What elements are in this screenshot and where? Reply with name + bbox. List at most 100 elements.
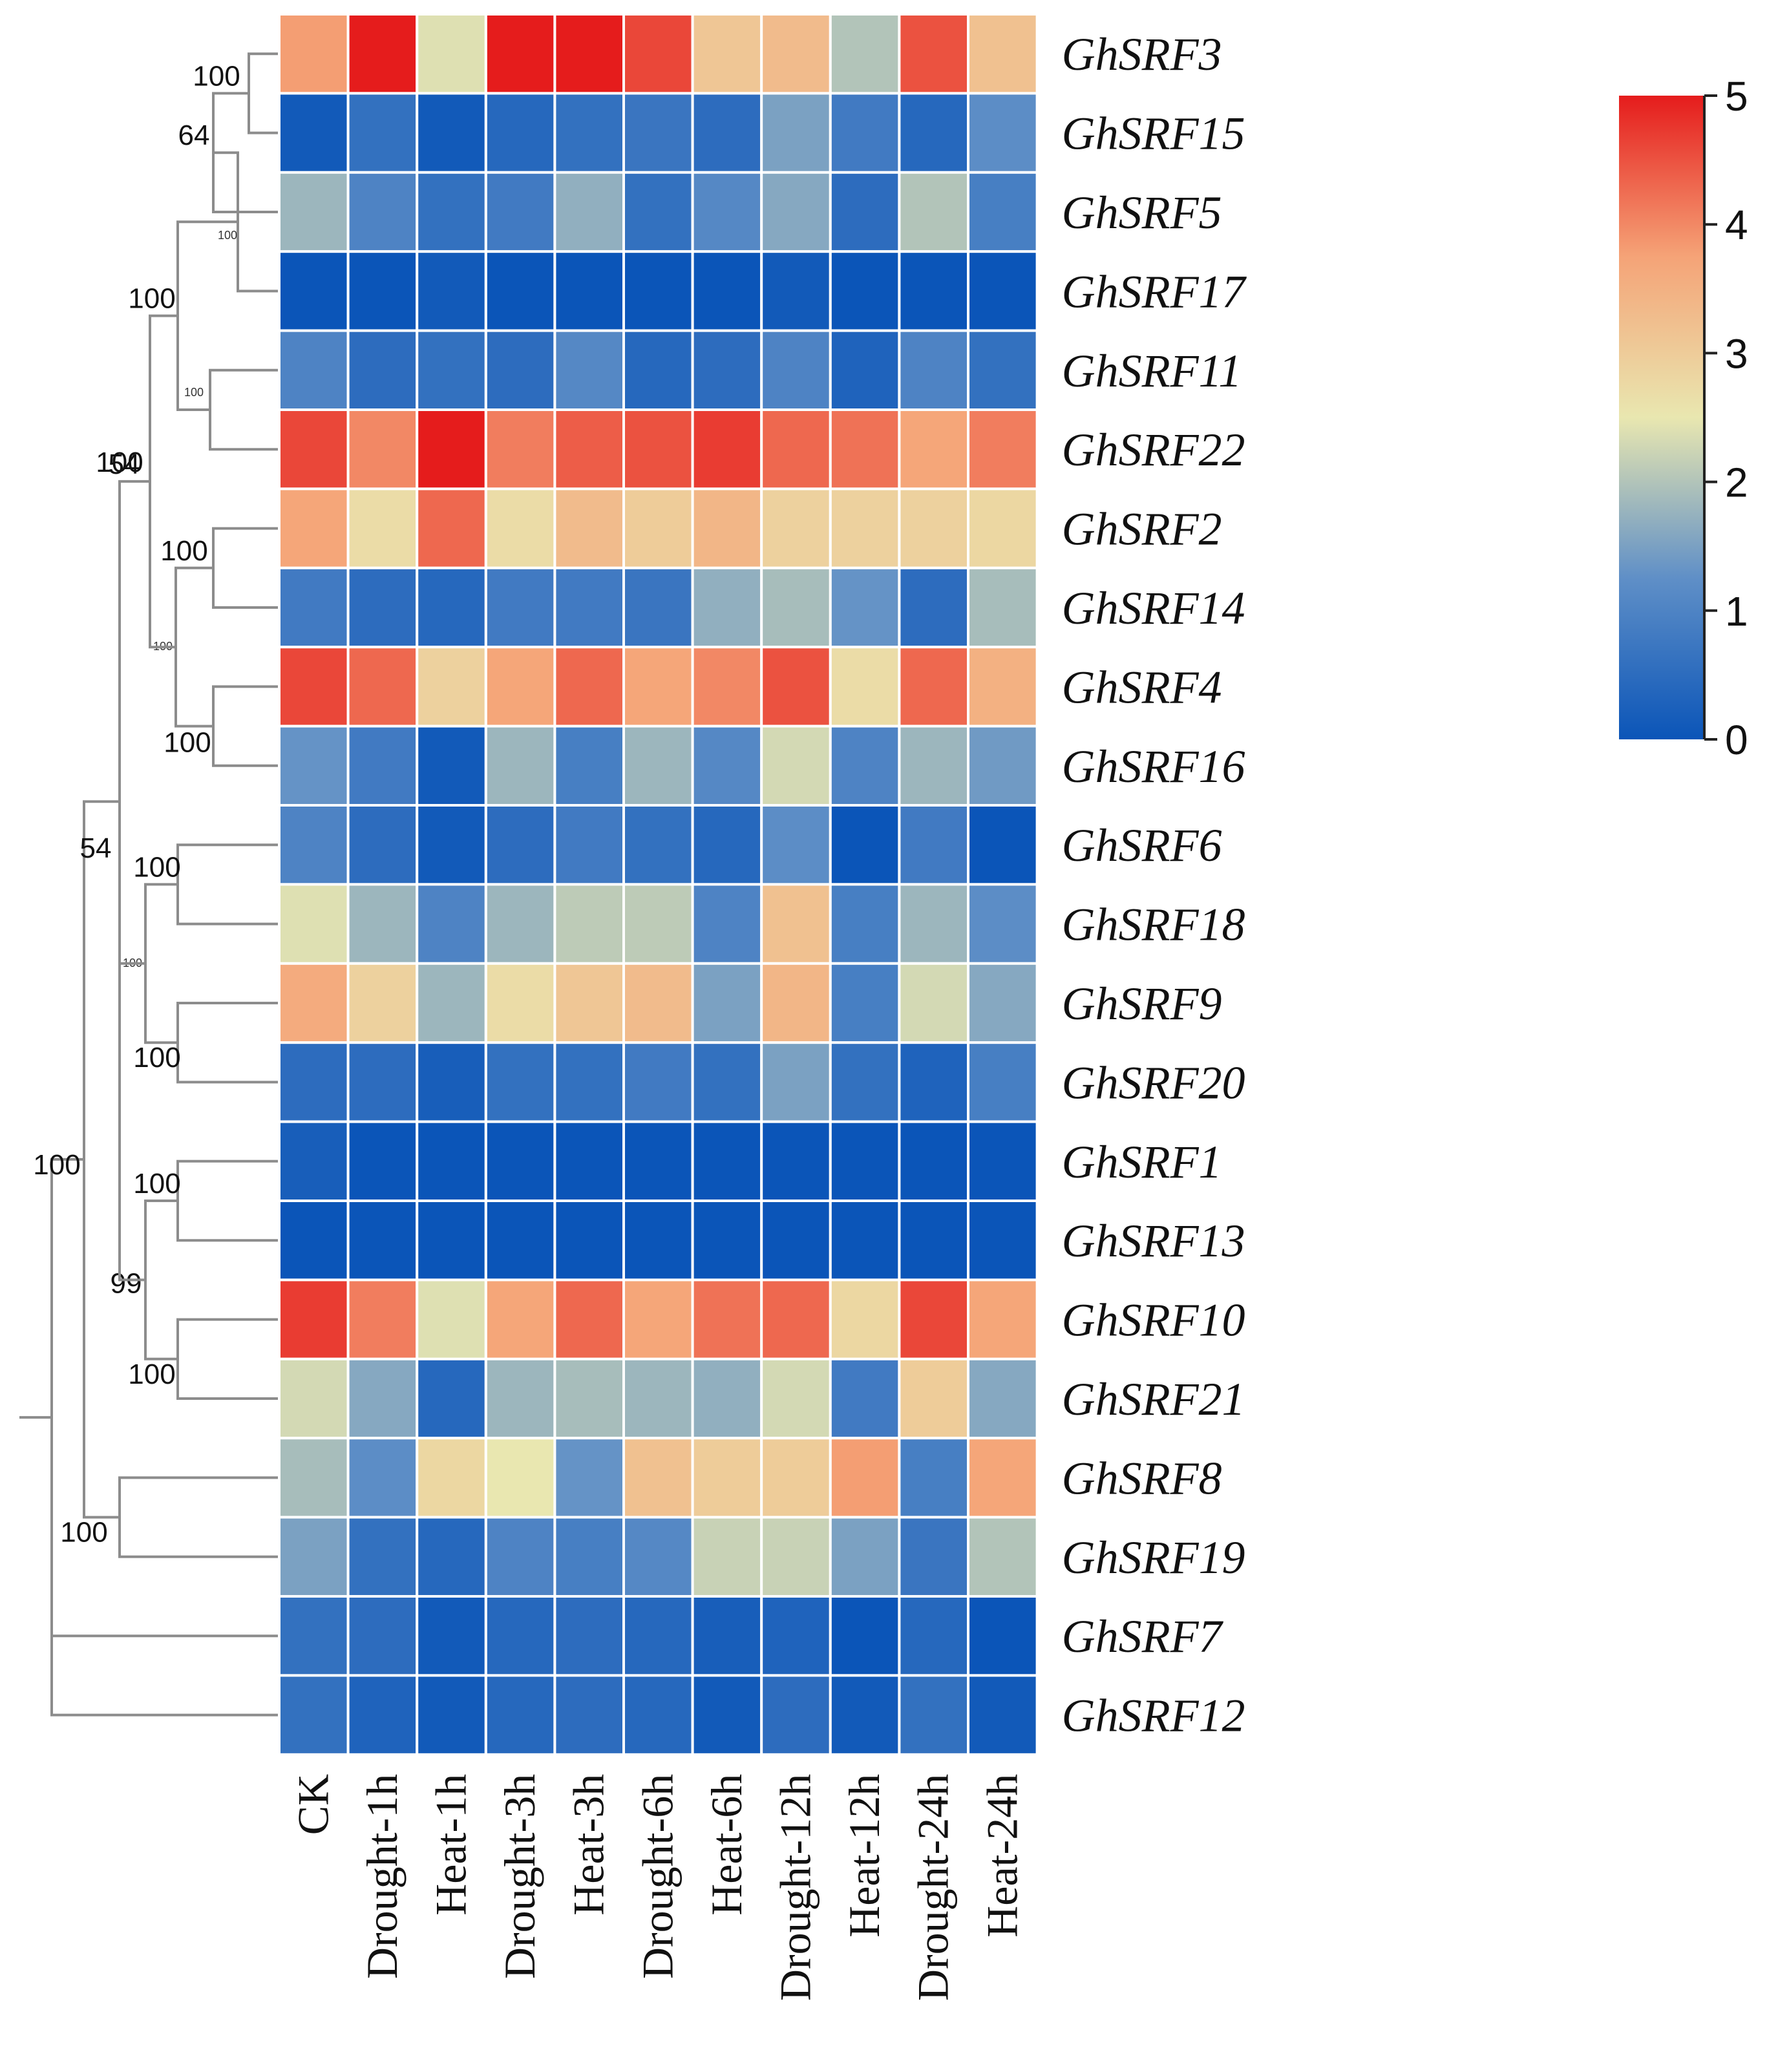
heatmap-cell-GhSRF17-Drought-3h xyxy=(484,250,556,332)
heatmap-cell-GhSRF19-Heat-3h xyxy=(553,1516,626,1598)
heatmap-cell-GhSRF20-Heat-6h xyxy=(691,1041,763,1123)
heatmap-cell-GhSRF11-Drought-6h xyxy=(622,329,694,412)
heatmap-cell-GhSRF21-Drought-6h xyxy=(622,1357,694,1440)
heatmap-cell-GhSRF5-Heat-12h xyxy=(829,171,901,253)
row-label: GhSRF15 xyxy=(1062,108,1245,160)
heatmap-cell-GhSRF2-Heat-12h xyxy=(829,487,901,569)
heatmap-cell-GhSRF13-Heat-1h xyxy=(416,1200,487,1282)
heatmap-cell-GhSRF5-Drought-24h xyxy=(898,171,970,253)
row-label: GhSRF17 xyxy=(1062,266,1247,317)
heatmap-cell-GhSRF1-Heat-12h xyxy=(829,1120,901,1202)
heatmap-cell-GhSRF3-Heat-3h xyxy=(553,13,626,95)
heatmap-cell-GhSRF3-Heat-24h xyxy=(967,13,1039,95)
heatmap-cell-GhSRF1-Heat-6h xyxy=(691,1120,763,1202)
heatmap-cell-GhSRF9-Heat-3h xyxy=(553,962,626,1044)
heatmap-cell-GhSRF21-Heat-12h xyxy=(829,1357,901,1440)
heatmap-cell-GhSRF6-Drought-6h xyxy=(622,804,694,886)
row-label: GhSRF11 xyxy=(1062,345,1242,397)
bootstrap-value: 100 xyxy=(218,229,237,242)
heatmap-cell-GhSRF8-Drought-6h xyxy=(622,1437,694,1519)
heatmap-cell-GhSRF11-Heat-12h xyxy=(829,329,901,412)
column-label: Heat-12h xyxy=(840,1774,889,1938)
heatmap-cell-GhSRF22-Heat-1h xyxy=(416,408,487,491)
heatmap-cell-GhSRF13-Drought-12h xyxy=(760,1200,832,1282)
heatmap-cell-GhSRF4-Heat-12h xyxy=(829,646,901,728)
heatmap-cell-GhSRF19-Drought-6h xyxy=(622,1516,694,1598)
column-label: CK xyxy=(288,1774,337,1835)
heatmap-cell-GhSRF14-Drought-24h xyxy=(898,566,970,649)
heatmap-cell-GhSRF14-Heat-12h xyxy=(829,566,901,649)
row-label: GhSRF19 xyxy=(1062,1532,1245,1583)
heatmap-cell-GhSRF10-Drought-12h xyxy=(760,1278,832,1360)
heatmap-cell-GhSRF7-Heat-6h xyxy=(691,1595,763,1677)
row-label: GhSRF6 xyxy=(1062,819,1222,871)
heatmap-cell-GhSRF8-CK xyxy=(278,1437,350,1519)
heatmap-cell-GhSRF1-Drought-1h xyxy=(346,1120,419,1202)
heatmap-cell-GhSRF14-Heat-6h xyxy=(691,566,763,649)
heatmap-cell-GhSRF17-Drought-12h xyxy=(760,250,832,332)
bootstrap-value: 100 xyxy=(160,535,207,567)
dendrogram-branch xyxy=(50,1634,278,1717)
heatmap-cell-GhSRF13-Drought-1h xyxy=(346,1200,419,1282)
colorbar-tick-label: 0 xyxy=(1725,717,1748,763)
heatmap-cell-GhSRF21-Heat-3h xyxy=(553,1357,626,1440)
heatmap-cell-GhSRF9-Drought-12h xyxy=(760,962,832,1044)
heatmap-cell-GhSRF8-Drought-3h xyxy=(484,1437,556,1519)
heatmap-cell-GhSRF8-Drought-12h xyxy=(760,1437,832,1519)
heatmap-cell-GhSRF9-Heat-6h xyxy=(691,962,763,1044)
heatmap-cell-GhSRF20-Heat-12h xyxy=(829,1041,901,1123)
heatmap-cell-GhSRF1-Heat-24h xyxy=(967,1120,1039,1202)
heatmap-cell-GhSRF4-Heat-1h xyxy=(416,646,487,728)
heatmap-cell-GhSRF5-Drought-1h xyxy=(346,171,419,253)
dendrogram-branch xyxy=(118,962,145,1282)
row-label: GhSRF4 xyxy=(1062,661,1222,713)
heatmap-cell-GhSRF6-Drought-1h xyxy=(346,804,419,886)
heatmap-cell-GhSRF19-Drought-1h xyxy=(346,1516,419,1598)
heatmap-cell-GhSRF9-Drought-6h xyxy=(622,962,694,1044)
heatmap-cell-GhSRF14-Drought-6h xyxy=(622,566,694,649)
heatmap-cell-GhSRF20-Heat-24h xyxy=(967,1041,1039,1123)
heatmap-cell-GhSRF21-Drought-12h xyxy=(760,1357,832,1440)
heatmap-cell-GhSRF12-Drought-1h xyxy=(346,1674,419,1756)
heatmap-cell-GhSRF4-Drought-24h xyxy=(898,646,970,728)
heatmap-cell-GhSRF8-Heat-12h xyxy=(829,1437,901,1519)
heatmap-cell-GhSRF19-Heat-12h xyxy=(829,1516,901,1598)
heatmap-cell-GhSRF3-Drought-6h xyxy=(622,13,694,95)
column-label: Heat-24h xyxy=(977,1774,1026,1938)
heatmap-cell-GhSRF21-Heat-24h xyxy=(967,1357,1039,1440)
heatmap-cell-GhSRF3-Heat-6h xyxy=(691,13,763,95)
heatmap-cell-GhSRF14-Heat-24h xyxy=(967,566,1039,649)
heatmap-cell-GhSRF20-Drought-24h xyxy=(898,1041,970,1123)
bootstrap-value: 100 xyxy=(133,851,180,883)
heatmap-cell-GhSRF19-CK xyxy=(278,1516,350,1598)
colorbar-gradient xyxy=(1619,96,1703,739)
bootstrap-value: 100 xyxy=(133,1042,180,1073)
heatmap-cell-GhSRF12-Drought-6h xyxy=(622,1674,694,1756)
heatmap-cell-GhSRF7-Drought-12h xyxy=(760,1595,832,1677)
heatmap-cell-GhSRF20-Heat-1h xyxy=(416,1041,487,1123)
dendrogram-branch xyxy=(175,566,213,728)
heatmap-cell-GhSRF11-Drought-24h xyxy=(898,329,970,412)
row-label: GhSRF8 xyxy=(1062,1452,1222,1504)
heatmap-cell-GhSRF10-Drought-6h xyxy=(622,1278,694,1360)
heatmap-cell-GhSRF19-Heat-1h xyxy=(416,1516,487,1598)
heatmap-cell-GhSRF21-Drought-1h xyxy=(346,1357,419,1440)
heatmap-cell-GhSRF6-Drought-24h xyxy=(898,804,970,886)
heatmap-cell-GhSRF11-Heat-1h xyxy=(416,329,487,412)
heatmap-cell-GhSRF14-Heat-3h xyxy=(553,566,626,649)
heatmap-cell-GhSRF15-Drought-12h xyxy=(760,92,832,174)
bootstrap-value: 100 xyxy=(133,1168,180,1200)
heatmap-cell-GhSRF16-Drought-3h xyxy=(484,724,556,807)
heatmap-cell-GhSRF22-Heat-3h xyxy=(553,408,626,491)
heatmap-cell-GhSRF10-Heat-3h xyxy=(553,1278,626,1360)
color-legend: 0 1 2 3 4 5 xyxy=(1619,73,1748,763)
dendrogram-branch xyxy=(176,220,238,411)
row-label: GhSRF2 xyxy=(1062,503,1222,555)
heatmap-cell-GhSRF6-Drought-12h xyxy=(760,804,832,886)
column-label: Drought-3h xyxy=(495,1774,544,1979)
column-label: Drought-12h xyxy=(771,1774,820,2001)
heatmap-cell-GhSRF20-Drought-3h xyxy=(484,1041,556,1123)
heatmap-cell-GhSRF16-Heat-3h xyxy=(553,724,626,807)
row-label: GhSRF9 xyxy=(1062,978,1222,1030)
